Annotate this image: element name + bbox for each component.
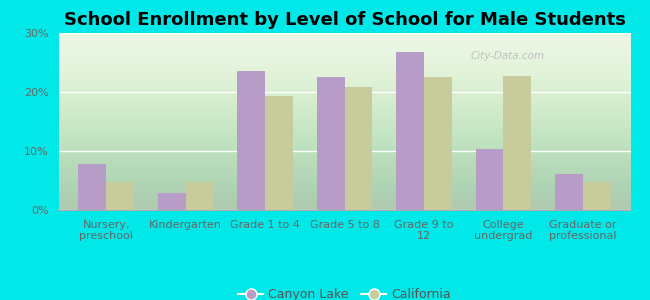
- Bar: [424, 77, 452, 210]
- Bar: [344, 87, 372, 210]
- Bar: [186, 182, 213, 210]
- Bar: [79, 164, 106, 210]
- Bar: [317, 77, 345, 210]
- Title: School Enrollment by Level of School for Male Students: School Enrollment by Level of School for…: [64, 11, 625, 29]
- Bar: [265, 96, 293, 210]
- Legend: Canyon Lake, California: Canyon Lake, California: [233, 284, 456, 300]
- Bar: [396, 52, 424, 210]
- Bar: [158, 194, 186, 210]
- Bar: [555, 174, 583, 210]
- Bar: [106, 182, 134, 210]
- Bar: [237, 71, 265, 210]
- Text: City-Data.com: City-Data.com: [471, 51, 545, 61]
- Bar: [503, 76, 531, 210]
- Bar: [476, 148, 503, 210]
- Bar: [583, 182, 610, 210]
